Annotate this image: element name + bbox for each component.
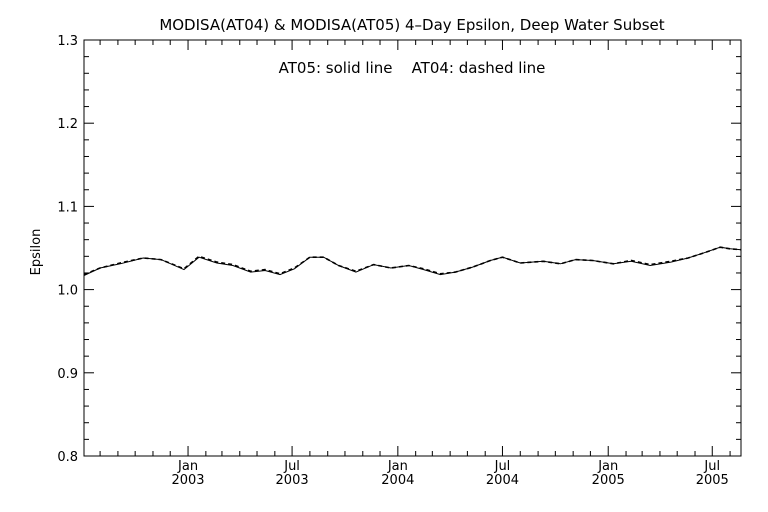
x-tick-label-year: 2005 — [592, 473, 625, 488]
series-line-at05 — [83, 246, 742, 276]
x-tick-label-month: Jan — [597, 459, 618, 474]
x-tick-label-year: 2005 — [696, 473, 729, 488]
x-tick-label-year: 2004 — [381, 473, 414, 488]
y-tick-label: 0.9 — [57, 367, 78, 382]
y-tick-label: 0.8 — [57, 450, 78, 465]
line-style-note: AT05: solid line AT04: dashed line — [279, 59, 546, 77]
y-tick-label: 1.3 — [57, 34, 78, 49]
y-axis-ticks: 0.8 0.9 1.0 1.1 1.2 1.3 — [57, 34, 741, 465]
series-layer — [83, 246, 742, 276]
x-tick-label-year: 2003 — [276, 473, 309, 488]
plot-frame — [83, 39, 742, 457]
chart-title: MODISA(AT04) & MODISA(AT05) 4–Day Epsilo… — [159, 16, 664, 34]
x-tick-label-month: Jul — [703, 459, 720, 474]
series-line-at04 — [83, 246, 742, 276]
x-tick-label-month: Jan — [387, 459, 408, 474]
y-axis-label: Epsilon — [29, 229, 44, 276]
x-tick-label-month: Jul — [283, 459, 300, 474]
x-tick-label-month: Jan — [177, 459, 198, 474]
x-tick-label-year: 2004 — [486, 473, 519, 488]
y-tick-label: 1.0 — [57, 284, 78, 299]
x-tick-label-month: Jul — [494, 459, 511, 474]
x-tick-label-year: 2003 — [171, 473, 204, 488]
y-tick-label: 1.1 — [57, 200, 78, 215]
x-axis-ticks: Jan2003Jul2003Jan2004Jul2004Jan2005Jul20… — [99, 40, 731, 488]
y-tick-label: 1.2 — [57, 117, 78, 132]
